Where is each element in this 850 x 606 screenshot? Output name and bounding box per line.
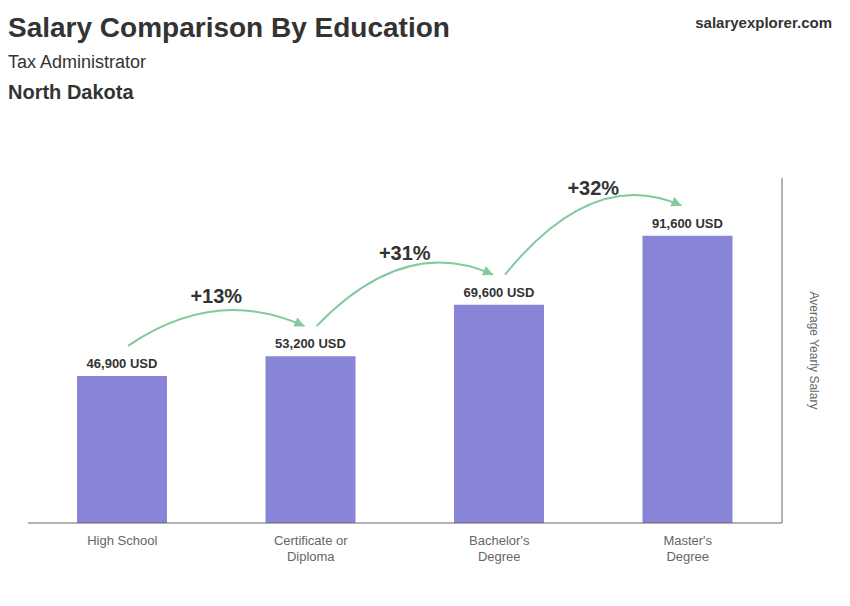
html-text:North Dakota: North Dakota <box>8 81 134 103</box>
svg-text:High School: High School <box>87 533 157 548</box>
svg-text:Average Yearly Salary: Average Yearly Salary <box>807 292 821 410</box>
svg-text:+31%: +31% <box>379 242 431 264</box>
svg-text:91,600 USD: 91,600 USD <box>652 216 723 231</box>
svg-text:46,900 USD: 46,900 USD <box>87 356 158 371</box>
svg-text:+13%: +13% <box>190 285 242 307</box>
svg-text:+32%: +32% <box>567 177 619 199</box>
svg-text:53,200 USD: 53,200 USD <box>275 336 346 351</box>
html-text:Tax Administrator: Tax Administrator <box>8 52 147 72</box>
svg-text:Certificate orDiploma: Certificate orDiploma <box>274 533 348 564</box>
svg-text:69,600 USD: 69,600 USD <box>464 285 535 300</box>
html-text:salaryexplorer.com: salaryexplorer.com <box>695 14 832 31</box>
svg-text:Bachelor'sDegree: Bachelor'sDegree <box>469 533 530 564</box>
svg-text:Master'sDegree: Master'sDegree <box>663 533 712 564</box>
html-text:Salary Comparison By Education: Salary Comparison By Education <box>8 12 450 43</box>
